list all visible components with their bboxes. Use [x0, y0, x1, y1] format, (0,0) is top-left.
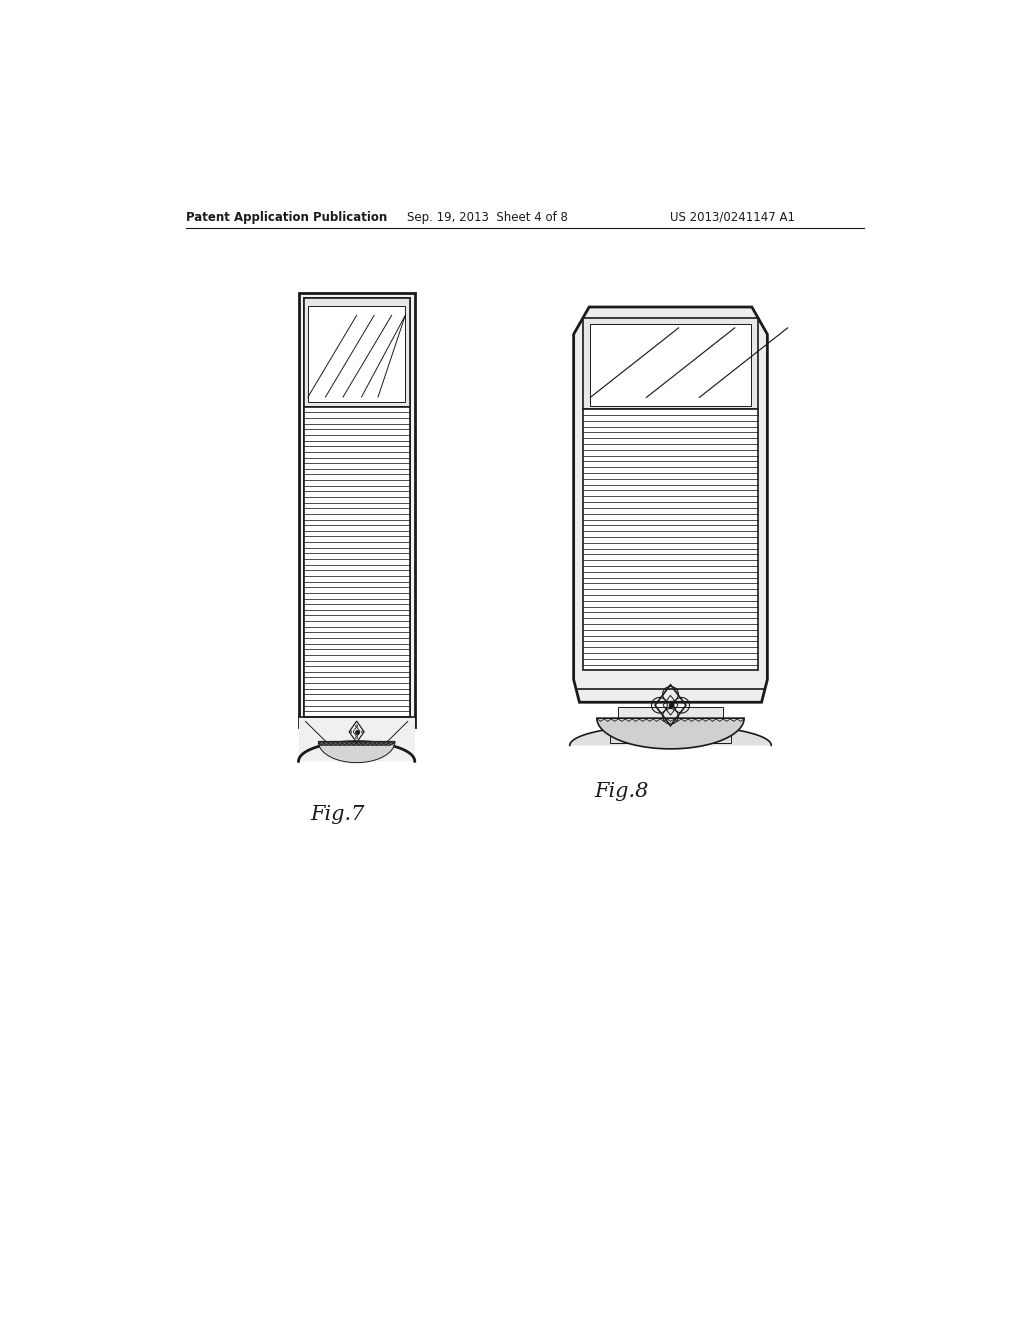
Polygon shape	[569, 725, 771, 746]
Bar	[304, 298, 410, 727]
Text: Sep. 19, 2013  Sheet 4 of 8: Sep. 19, 2013 Sheet 4 of 8	[407, 211, 568, 224]
Bar	[618, 706, 723, 725]
Polygon shape	[299, 742, 415, 762]
Bar	[299, 293, 415, 727]
Bar	[308, 306, 406, 401]
Bar	[584, 409, 758, 671]
Text: Fig.8: Fig.8	[595, 781, 649, 801]
Bar	[304, 298, 410, 407]
Polygon shape	[573, 308, 767, 702]
Text: Patent Application Publication: Patent Application Publication	[186, 211, 387, 224]
Bar	[304, 407, 410, 717]
Polygon shape	[597, 718, 744, 748]
Bar	[299, 717, 415, 762]
Bar	[584, 318, 758, 409]
Polygon shape	[318, 742, 395, 763]
Bar	[590, 323, 751, 405]
Text: Fig.7: Fig.7	[310, 805, 365, 824]
Text: US 2013/0241147 A1: US 2013/0241147 A1	[671, 211, 796, 224]
Bar	[610, 725, 730, 743]
